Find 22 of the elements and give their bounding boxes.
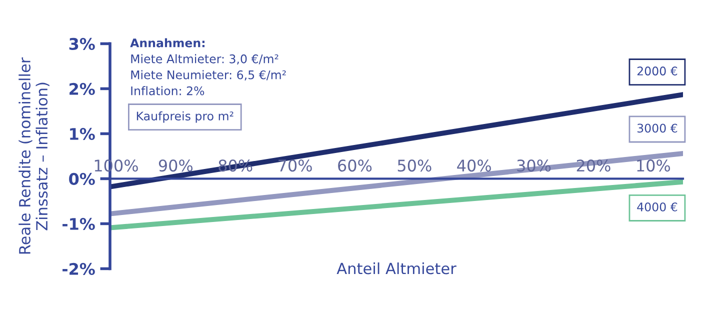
x-axis-title: Anteil Altmieter xyxy=(336,262,456,274)
x-tick-label: 90% xyxy=(158,160,193,172)
y-axis-title: Reale Rendite (nomineller Zinssatz – Inflation) xyxy=(18,57,50,254)
x-tick-label: 40% xyxy=(457,160,491,172)
legend-title: Kaufpreis pro m² xyxy=(136,111,234,123)
x-tick-label: 50% xyxy=(398,160,432,172)
y-tick-label: -2% xyxy=(62,262,95,275)
x-tick-label: 10% xyxy=(637,160,670,172)
series-label: 4000 € xyxy=(637,202,678,212)
series-label: 2000 € xyxy=(637,66,678,76)
annotation: Annahmen: xyxy=(130,38,204,48)
x-tick-label: 60% xyxy=(338,160,372,172)
x-tick-label: 70% xyxy=(278,160,312,172)
annotation: Miete Altmieter: 3,0 €/m² xyxy=(131,54,278,65)
y-tick-label: 0% xyxy=(69,172,95,185)
y-tick-label: 3% xyxy=(69,38,95,50)
annotation: Inflation: 2% xyxy=(131,86,204,96)
y-tick-label: -1% xyxy=(62,218,95,230)
y-tick-label: 1% xyxy=(70,128,95,140)
annotation: Miete Neumieter: 6,5 €/m² xyxy=(131,70,286,81)
y-tick-label: 2% xyxy=(70,82,95,95)
series-label: 3000 € xyxy=(637,124,678,133)
